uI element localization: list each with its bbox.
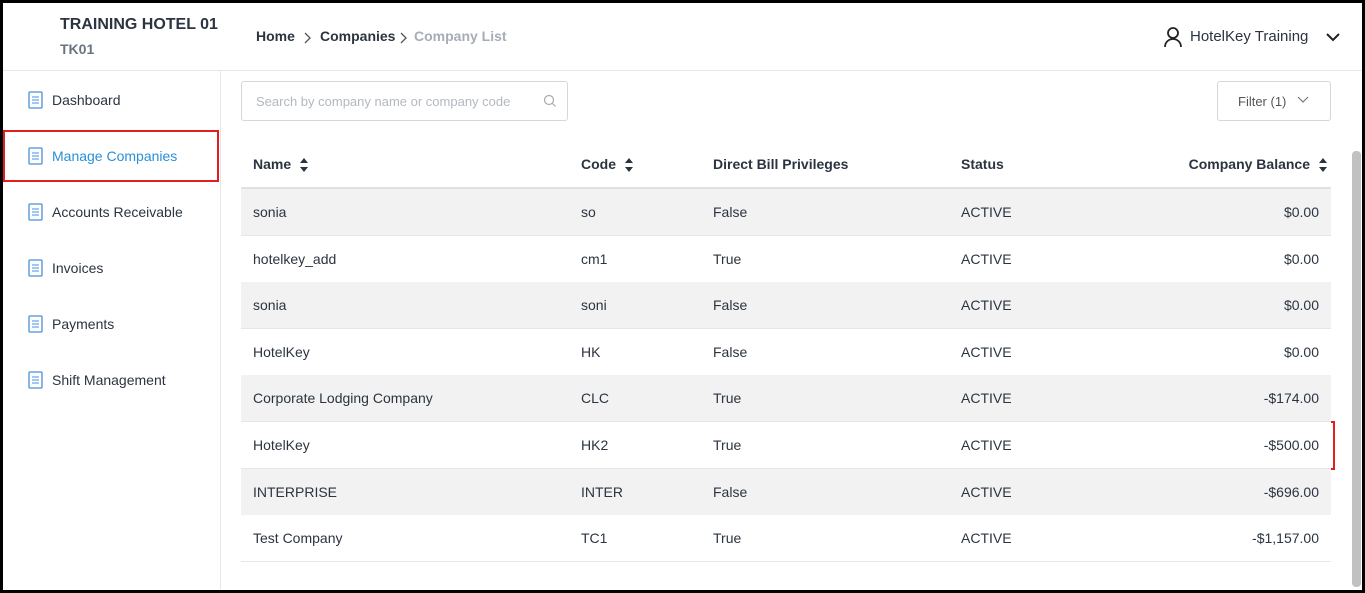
sidebar-icon [28, 315, 43, 333]
table-cell: False [713, 343, 748, 360]
table-cell: HK [581, 343, 601, 360]
table-cell: soni [581, 297, 607, 314]
column-title: Code [581, 156, 616, 172]
table-cell: ACTIVE [961, 343, 1012, 360]
header-divider [241, 187, 1331, 189]
table-cell: ACTIVE [961, 250, 1012, 267]
filter-button[interactable] [1217, 81, 1331, 121]
sidebar-item[interactable]: Shift Management [52, 372, 166, 388]
column-header: Direct Bill Privileges [713, 156, 848, 172]
column-title: Name [253, 156, 292, 172]
table-row[interactable] [241, 515, 1331, 563]
user-menu[interactable]: HotelKey Training [1190, 28, 1309, 45]
sidebar-item[interactable]: Payments [52, 316, 115, 332]
table-cell: sonia [253, 297, 287, 314]
table-cell: ACTIVE [961, 297, 1012, 314]
hotel-name: TRAINING HOTEL 01 [60, 16, 218, 33]
table-cell: $0.00 [1283, 343, 1319, 360]
column-title: Company Balance [1188, 156, 1310, 172]
column-header[interactable]: Name [253, 156, 309, 173]
breadcrumb-link[interactable]: Companies [320, 28, 396, 44]
user-menu-caret[interactable] [1325, 31, 1341, 43]
sidebar-item[interactable]: Manage Companies [52, 148, 178, 164]
table-cell: True [713, 250, 742, 267]
table-cell: True [713, 530, 742, 547]
table-cell: -$500.00 [1263, 437, 1319, 453]
user-icon [1164, 27, 1182, 48]
table-cell: -$174.00 [1263, 390, 1319, 407]
header [3, 3, 1362, 71]
sidebar-item[interactable]: Accounts Receivable [52, 204, 183, 220]
table-cell: False [713, 483, 748, 500]
table-cell: ACTIVE [961, 483, 1012, 500]
scrollbar[interactable] [1352, 151, 1361, 587]
breadcrumb-link[interactable]: Home [256, 28, 295, 44]
search-icon[interactable] [543, 94, 557, 108]
table-cell: $0.00 [1283, 297, 1319, 314]
breadcrumb-current: Company List [414, 28, 507, 44]
table-cell: ACTIVE [961, 530, 1012, 547]
sidebar-icon [28, 147, 43, 165]
table-cell: HK2 [581, 437, 609, 453]
table-cell: True [713, 390, 742, 407]
table-cell: Corporate Lodging Company [253, 390, 433, 407]
filter-caret [1297, 96, 1309, 103]
highlight-box [3, 130, 219, 182]
sidebar-icon [28, 203, 43, 221]
sidebar [3, 71, 221, 590]
table-cell: $0.00 [1283, 250, 1319, 267]
table-cell: ACTIVE [961, 390, 1012, 407]
column-header: Status [961, 156, 1004, 172]
column-title: Status [961, 156, 1004, 172]
table-cell: False [713, 297, 748, 314]
table-cell: so [581, 204, 596, 220]
table-cell: sonia [253, 204, 287, 220]
table-row[interactable] [241, 422, 1331, 469]
breadcrumb-separator [400, 32, 407, 44]
table-cell: INTERPRISE [253, 483, 338, 500]
sidebar-item[interactable]: Invoices [52, 260, 104, 276]
table-cell: -$1,157.00 [1252, 530, 1319, 547]
table-row[interactable] [241, 282, 1331, 330]
breadcrumb-separator [304, 32, 311, 44]
table-row[interactable] [241, 375, 1331, 423]
table-cell: HotelKey [253, 343, 310, 360]
sidebar-icon [28, 259, 43, 277]
search-box[interactable] [241, 81, 568, 121]
table-cell: cm1 [581, 250, 608, 267]
column-title: Direct Bill Privileges [713, 156, 849, 172]
table-cell: True [713, 437, 742, 453]
table-cell: False [713, 204, 748, 220]
table-cell: -$696.00 [1263, 483, 1319, 500]
table-cell: TC1 [581, 530, 608, 547]
table-cell: INTER [581, 483, 623, 500]
table-row[interactable] [241, 468, 1331, 516]
table-row[interactable] [241, 189, 1331, 236]
sidebar-item[interactable]: Dashboard [52, 92, 121, 108]
table-cell: HotelKey [253, 437, 310, 453]
table-cell: Test Company [253, 530, 343, 547]
sort-icon[interactable] [299, 157, 309, 173]
sidebar-icon [28, 91, 43, 109]
column-header[interactable]: Code [581, 156, 634, 173]
sort-icon[interactable] [1318, 157, 1328, 173]
sidebar-icon [28, 371, 43, 389]
filter-label: Filter (1) [1238, 94, 1287, 109]
table-row[interactable] [241, 235, 1331, 283]
table-cell: hotelkey_add [253, 250, 337, 267]
column-header[interactable]: Company Balance [1189, 156, 1328, 173]
table-cell: ACTIVE [961, 204, 1012, 220]
table-cell: CLC [581, 390, 610, 407]
table-cell: $0.00 [1283, 204, 1319, 220]
table-cell: ACTIVE [961, 437, 1012, 453]
search-placeholder: Search by company name or company code [256, 94, 511, 109]
table-row[interactable] [241, 328, 1331, 376]
hotel-code: TK01 [60, 41, 95, 57]
sort-icon[interactable] [624, 157, 634, 173]
